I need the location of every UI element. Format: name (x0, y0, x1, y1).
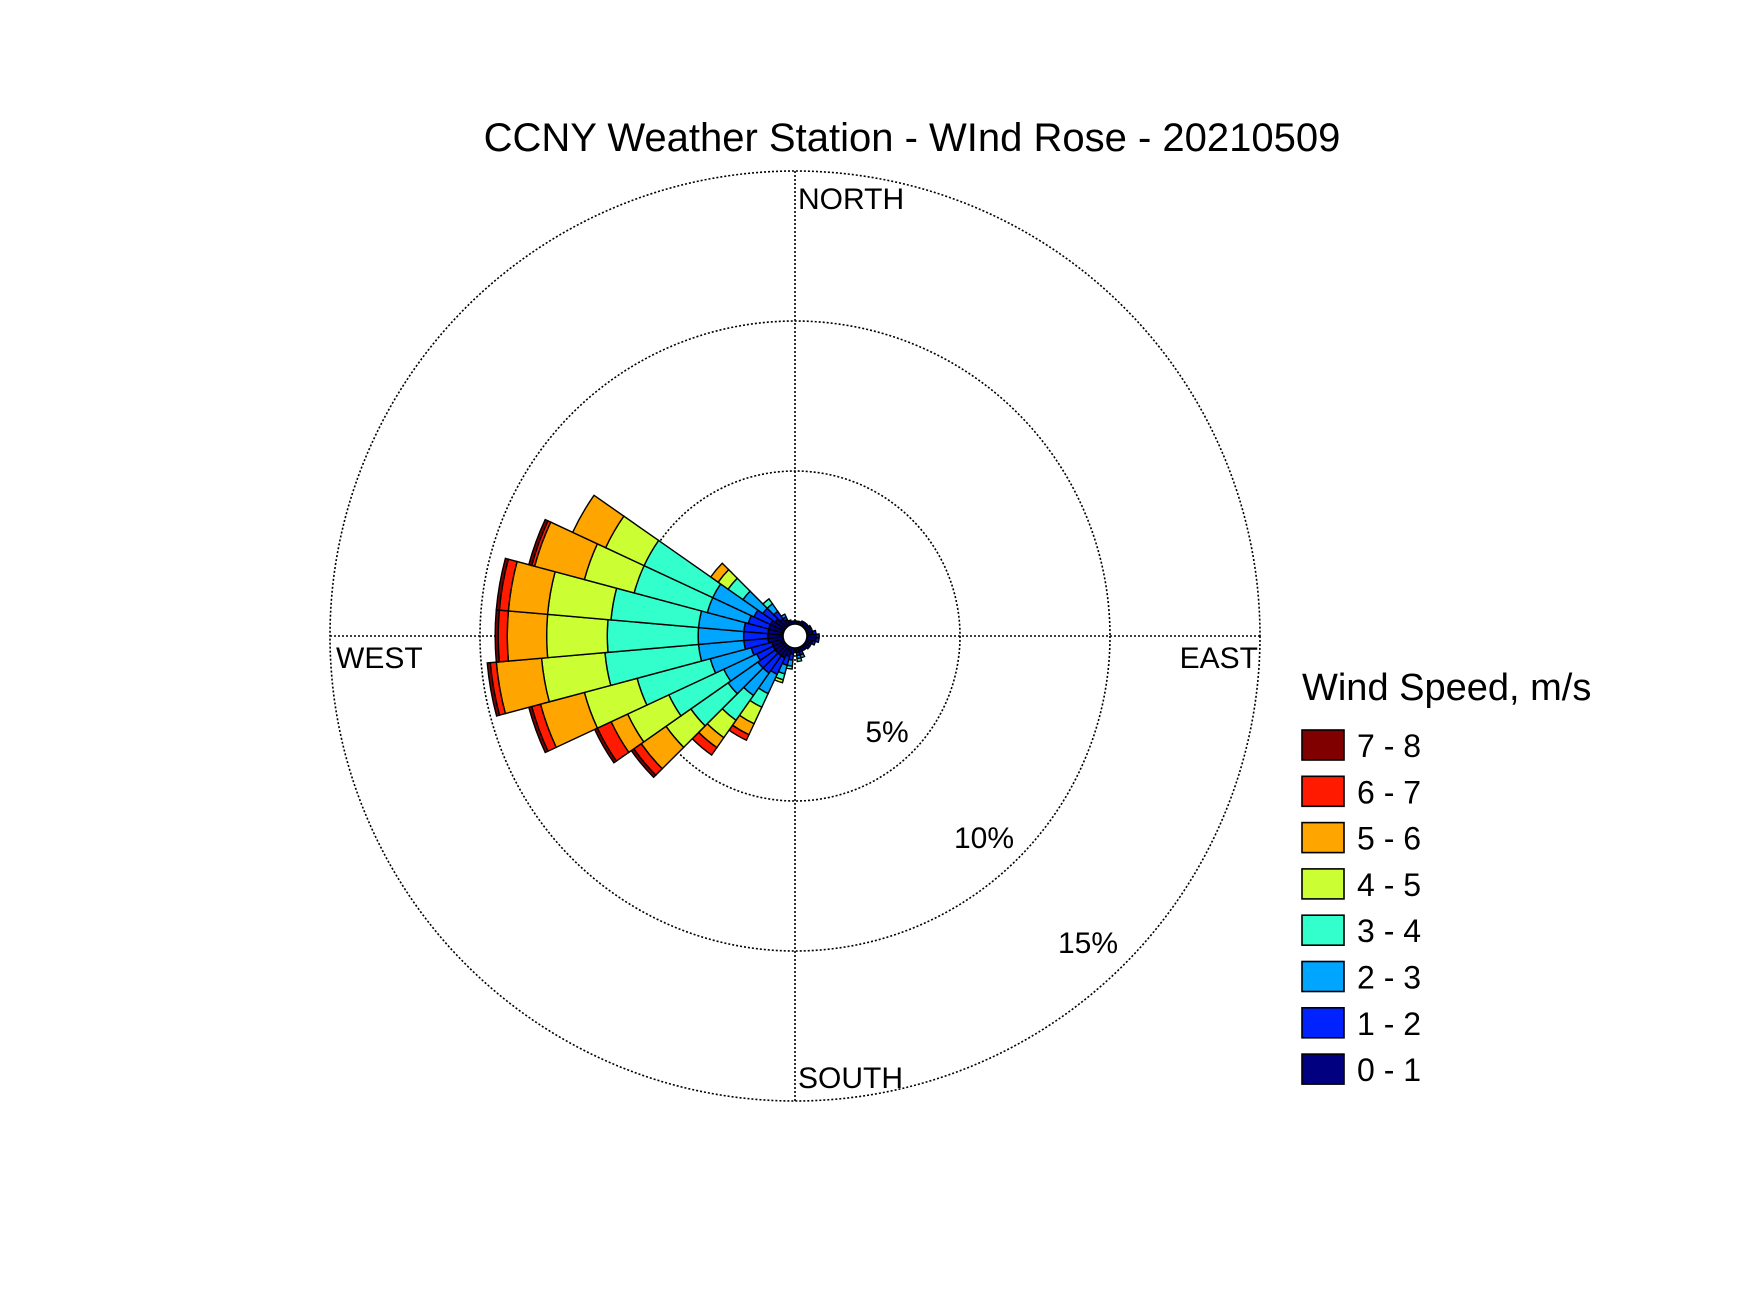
ring-label-5: 5% (865, 716, 908, 749)
wedge-dir-270-bin-7 (494, 609, 501, 663)
wedge-dir-270-bin-5 (506, 610, 549, 662)
wedge-dir-300-bin-5 (571, 494, 625, 549)
legend-swatch-1 (1301, 1006, 1345, 1039)
legend-label-0: 0 - 1 (1357, 1052, 1421, 1088)
legend-swatch-6 (1301, 775, 1345, 808)
wedge-dir-170-bin-3 (796, 656, 803, 663)
legend-swatch-2 (1301, 960, 1345, 993)
legend-label-3: 3 - 4 (1357, 913, 1421, 949)
wedge-layer (486, 494, 820, 779)
direction-label-south: SOUTH (798, 1062, 903, 1095)
legend: Wind Speed, m/s 7 - 8 6 - 7 5 - 6 4 - 5 3 - … (1301, 667, 1591, 1088)
legend-label-7: 7 - 8 (1357, 728, 1421, 764)
legend-swatch-5 (1301, 821, 1345, 854)
wedge-dir-310-bin-5 (709, 562, 730, 584)
legend-swatch-7 (1301, 729, 1345, 761)
direction-label-east: EAST (1180, 642, 1258, 675)
legend-label-4: 4 - 5 (1357, 867, 1421, 903)
center-hole (782, 623, 808, 649)
wedge-dir-270-bin-6 (497, 609, 510, 663)
ring-label-10: 10% (954, 822, 1014, 855)
legend-swatch-0 (1301, 1053, 1345, 1085)
wedge-dir-320-bin-3 (761, 597, 774, 610)
legend-label-2: 2 - 3 (1357, 960, 1421, 996)
legend-label-6: 6 - 7 (1357, 774, 1421, 810)
direction-label-west: WEST (336, 642, 423, 675)
chart-title: CCNY Weather Station - WInd Rose - 20210… (484, 116, 1341, 160)
legend-label-5: 5 - 6 (1357, 821, 1421, 857)
wedge-dir-290-bin-7 (527, 518, 549, 567)
legend-title: Wind Speed, m/s (1302, 667, 1591, 709)
wedge-dir-260-bin-7 (486, 661, 501, 717)
legend-swatch-3 (1301, 914, 1345, 947)
ring-label-15: 15% (1058, 927, 1118, 960)
direction-label-north: NORTH (798, 183, 904, 216)
wedge-dir-100-bin-1 (814, 637, 820, 644)
wedge-dir-270-bin-4 (545, 613, 609, 659)
wedge-dir-330-bin-2 (780, 613, 788, 620)
wedge-dir-110-bin-1 (810, 639, 817, 646)
wedge-dir-280-bin-7 (495, 557, 510, 611)
legend-label-1: 1 - 2 (1357, 1006, 1421, 1042)
legend-swatch-4 (1301, 868, 1345, 900)
